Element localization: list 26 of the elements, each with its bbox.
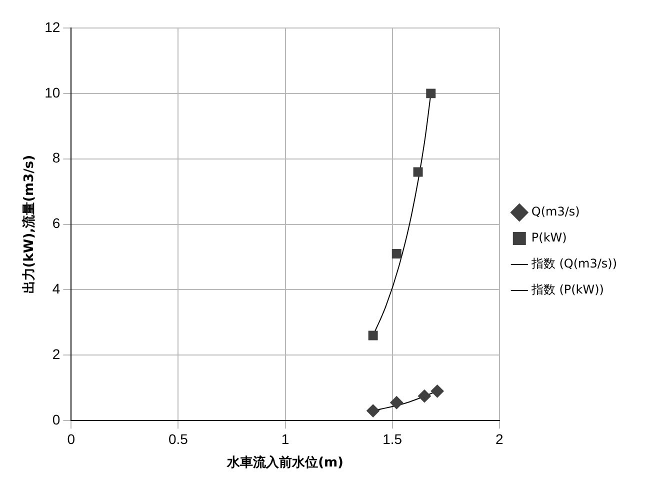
legend-label: P(kW) — [531, 230, 567, 245]
legend-label: 指数 (Q(m3/s)) — [530, 256, 618, 271]
point — [418, 390, 431, 403]
point — [392, 249, 402, 258]
point — [366, 404, 380, 418]
point — [368, 330, 378, 340]
y-axis-title: 出力(kW),流量(m3/s) — [21, 154, 38, 294]
y-tick-label: 10 — [44, 84, 60, 100]
y-tick-label: 6 — [52, 215, 60, 232]
x-tick-label: 2 — [495, 430, 504, 447]
legend-label: Q(m3/s) — [531, 204, 580, 219]
y-tick-label: 12 — [44, 18, 60, 35]
point — [390, 396, 404, 410]
point — [430, 384, 444, 398]
y-tick-label: 2 — [52, 346, 60, 362]
point — [426, 88, 436, 98]
x-tick-label: 1.5 — [382, 430, 402, 447]
y-tick-label: 0 — [52, 411, 60, 428]
y-tick-label: 4 — [52, 280, 60, 297]
x-tick-label: 1 — [281, 430, 290, 447]
legend-label: 指数 (P(kW)) — [530, 282, 604, 297]
y-tick-label: 8 — [52, 150, 60, 166]
x-axis-title: 水車流入前水位(m) — [226, 454, 344, 471]
x-tick-label: 0.5 — [168, 430, 188, 447]
x-tick-label: 0 — [67, 430, 76, 447]
point — [413, 167, 423, 177]
